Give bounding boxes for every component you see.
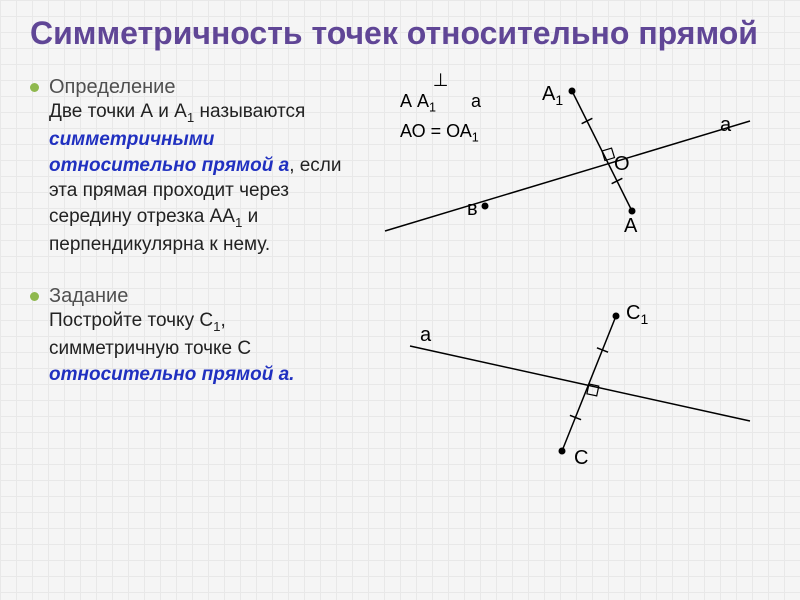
diagram-1 [380, 66, 780, 246]
label-B: в [467, 198, 478, 221]
label-A: А [624, 215, 637, 238]
task-heading: Задание [49, 285, 128, 308]
bullet-icon [30, 83, 39, 92]
task-section: Задание Постройте точку С1, симметричную… [30, 285, 360, 387]
definition-section: Определение Две точки А и А1 называются … [30, 76, 360, 257]
label-C: С [574, 447, 588, 470]
label-A1: А1 [542, 83, 563, 108]
left-column: Определение Две точки А и А1 называются … [30, 76, 360, 415]
bullet-icon [30, 292, 39, 301]
label-line-a-2: a [420, 324, 431, 347]
page-title: Симметричность точек относительно прямой [30, 14, 770, 52]
definition-text: Две точки А и А1 называются симметричным… [49, 99, 360, 257]
slide-content: Симметричность точек относительно прямой… [0, 0, 800, 429]
label-line-a-1: a [720, 114, 731, 137]
diagram-2 [380, 276, 780, 476]
label-C1: С1 [626, 302, 648, 327]
right-column: ⊥ А А1 a АО = ОА1 А1 a О А в a С1 [360, 76, 770, 415]
definition-heading: Определение [49, 76, 175, 99]
label-O: О [614, 153, 630, 176]
task-text: Постройте точку С1, симметричную точке С… [49, 308, 360, 387]
